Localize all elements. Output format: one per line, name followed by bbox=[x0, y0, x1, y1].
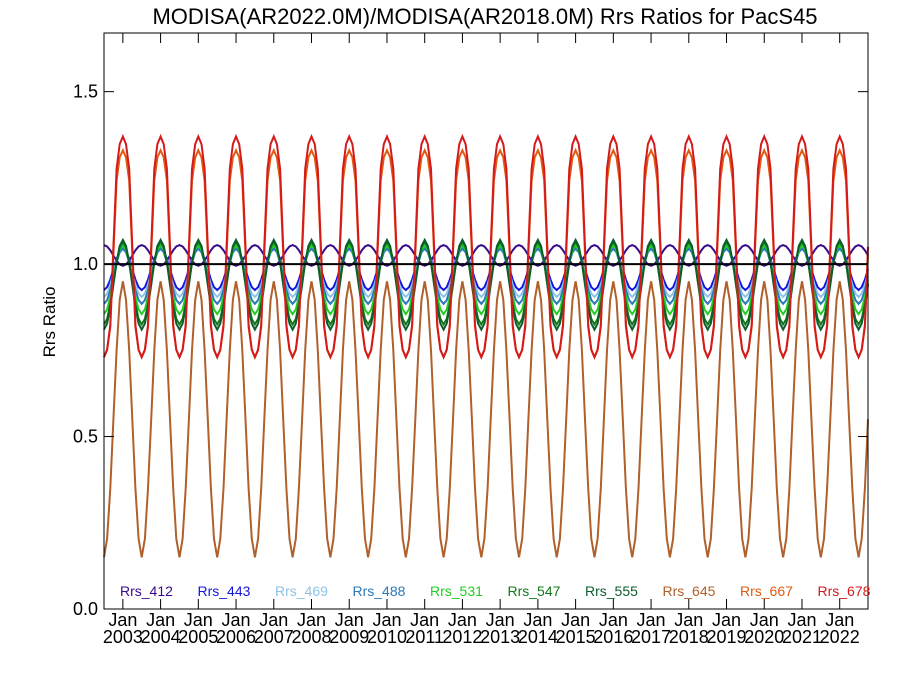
x-tick-year-label: 2006 bbox=[216, 627, 256, 647]
x-axis: Jan2003Jan2004Jan2005Jan2006Jan2007Jan20… bbox=[103, 33, 860, 647]
x-tick-month-label: Jan bbox=[486, 610, 515, 630]
x-tick-month-label: Jan bbox=[712, 610, 741, 630]
x-tick-month-label: Jan bbox=[335, 610, 364, 630]
legend: Rrs_412 Rrs_443 Rrs_469 Rrs_488 Rrs_531 Rrs_5… bbox=[120, 583, 871, 599]
x-tick-year-label: 2018 bbox=[669, 627, 709, 647]
y-tick-label: 1.0 bbox=[73, 254, 98, 274]
x-tick-month-label: Jan bbox=[297, 610, 326, 630]
x-tick-year-label: 2017 bbox=[631, 627, 671, 647]
y-tick-label: 0.0 bbox=[73, 599, 98, 619]
chart-title: MODISA(AR2022.0M)/MODISA(AR2018.0M) Rrs … bbox=[152, 4, 817, 29]
x-tick-year-label: 2005 bbox=[178, 627, 218, 647]
x-tick-year-label: 2019 bbox=[706, 627, 746, 647]
x-tick-year-label: 2011 bbox=[405, 627, 444, 647]
y-tick-label: 0.5 bbox=[73, 427, 98, 447]
x-tick-month-label: Jan bbox=[222, 610, 251, 630]
legend-item-rrs-488: Rrs_488 bbox=[353, 583, 406, 599]
x-tick-month-label: Jan bbox=[637, 610, 666, 630]
legend-item-rrs-555: Rrs_555 bbox=[585, 583, 638, 599]
x-tick-year-label: 2013 bbox=[480, 627, 520, 647]
legend-item-rrs-678: Rrs_678 bbox=[818, 583, 871, 599]
x-tick-year-label: 2022 bbox=[820, 627, 860, 647]
legend-item-rrs-443: Rrs_443 bbox=[198, 583, 251, 599]
x-tick-year-label: 2004 bbox=[141, 627, 181, 647]
legend-item-rrs-531: Rrs_531 bbox=[430, 583, 483, 599]
series-line-rrs-678 bbox=[103, 133, 869, 360]
x-tick-month-label: Jan bbox=[750, 610, 779, 630]
legend-item-rrs-645: Rrs_645 bbox=[663, 583, 716, 599]
x-tick-month-label: Jan bbox=[108, 610, 137, 630]
y-axis-label: Rrs Ratio bbox=[40, 287, 59, 358]
series-line-rrs-645 bbox=[103, 281, 869, 558]
x-tick-month-label: Jan bbox=[448, 610, 477, 630]
legend-item-rrs-667: Rrs_667 bbox=[740, 583, 793, 599]
legend-item-rrs-412: Rrs_412 bbox=[120, 583, 173, 599]
x-tick-month-label: Jan bbox=[523, 610, 552, 630]
x-tick-month-label: Jan bbox=[410, 610, 439, 630]
x-tick-month-label: Jan bbox=[787, 610, 816, 630]
series-layer bbox=[103, 133, 869, 558]
x-tick-year-label: 2016 bbox=[593, 627, 633, 647]
plot-frame bbox=[103, 32, 869, 610]
x-tick-year-label: 2010 bbox=[367, 627, 407, 647]
series-line-rrs-412 bbox=[103, 244, 869, 267]
x-tick-year-label: 2015 bbox=[556, 627, 596, 647]
x-tick-year-label: 2007 bbox=[254, 627, 294, 647]
y-tick-label: 1.5 bbox=[73, 82, 98, 102]
x-tick-month-label: Jan bbox=[259, 610, 288, 630]
x-tick-month-label: Jan bbox=[146, 610, 175, 630]
x-tick-year-label: 2012 bbox=[442, 627, 482, 647]
x-tick-month-label: Jan bbox=[184, 610, 213, 630]
x-tick-year-label: 2020 bbox=[744, 627, 784, 647]
x-tick-month-label: Jan bbox=[599, 610, 628, 630]
legend-item-rrs-547: Rrs_547 bbox=[508, 583, 561, 599]
x-tick-year-label: 2008 bbox=[291, 627, 331, 647]
x-tick-month-label: Jan bbox=[674, 610, 703, 630]
y-axis: 0.0 0.5 1.0 1.5 bbox=[73, 82, 868, 619]
series-line-rrs-555 bbox=[103, 237, 869, 332]
x-tick-year-label: 2021 bbox=[782, 627, 822, 647]
x-tick-month-label: Jan bbox=[825, 610, 854, 630]
x-tick-year-label: 2014 bbox=[518, 627, 558, 647]
x-tick-year-label: 2003 bbox=[103, 627, 143, 647]
x-tick-year-label: 2009 bbox=[329, 627, 369, 647]
x-tick-month-label: Jan bbox=[561, 610, 590, 630]
x-tick-month-label: Jan bbox=[372, 610, 401, 630]
legend-item-rrs-469: Rrs_469 bbox=[275, 583, 328, 599]
